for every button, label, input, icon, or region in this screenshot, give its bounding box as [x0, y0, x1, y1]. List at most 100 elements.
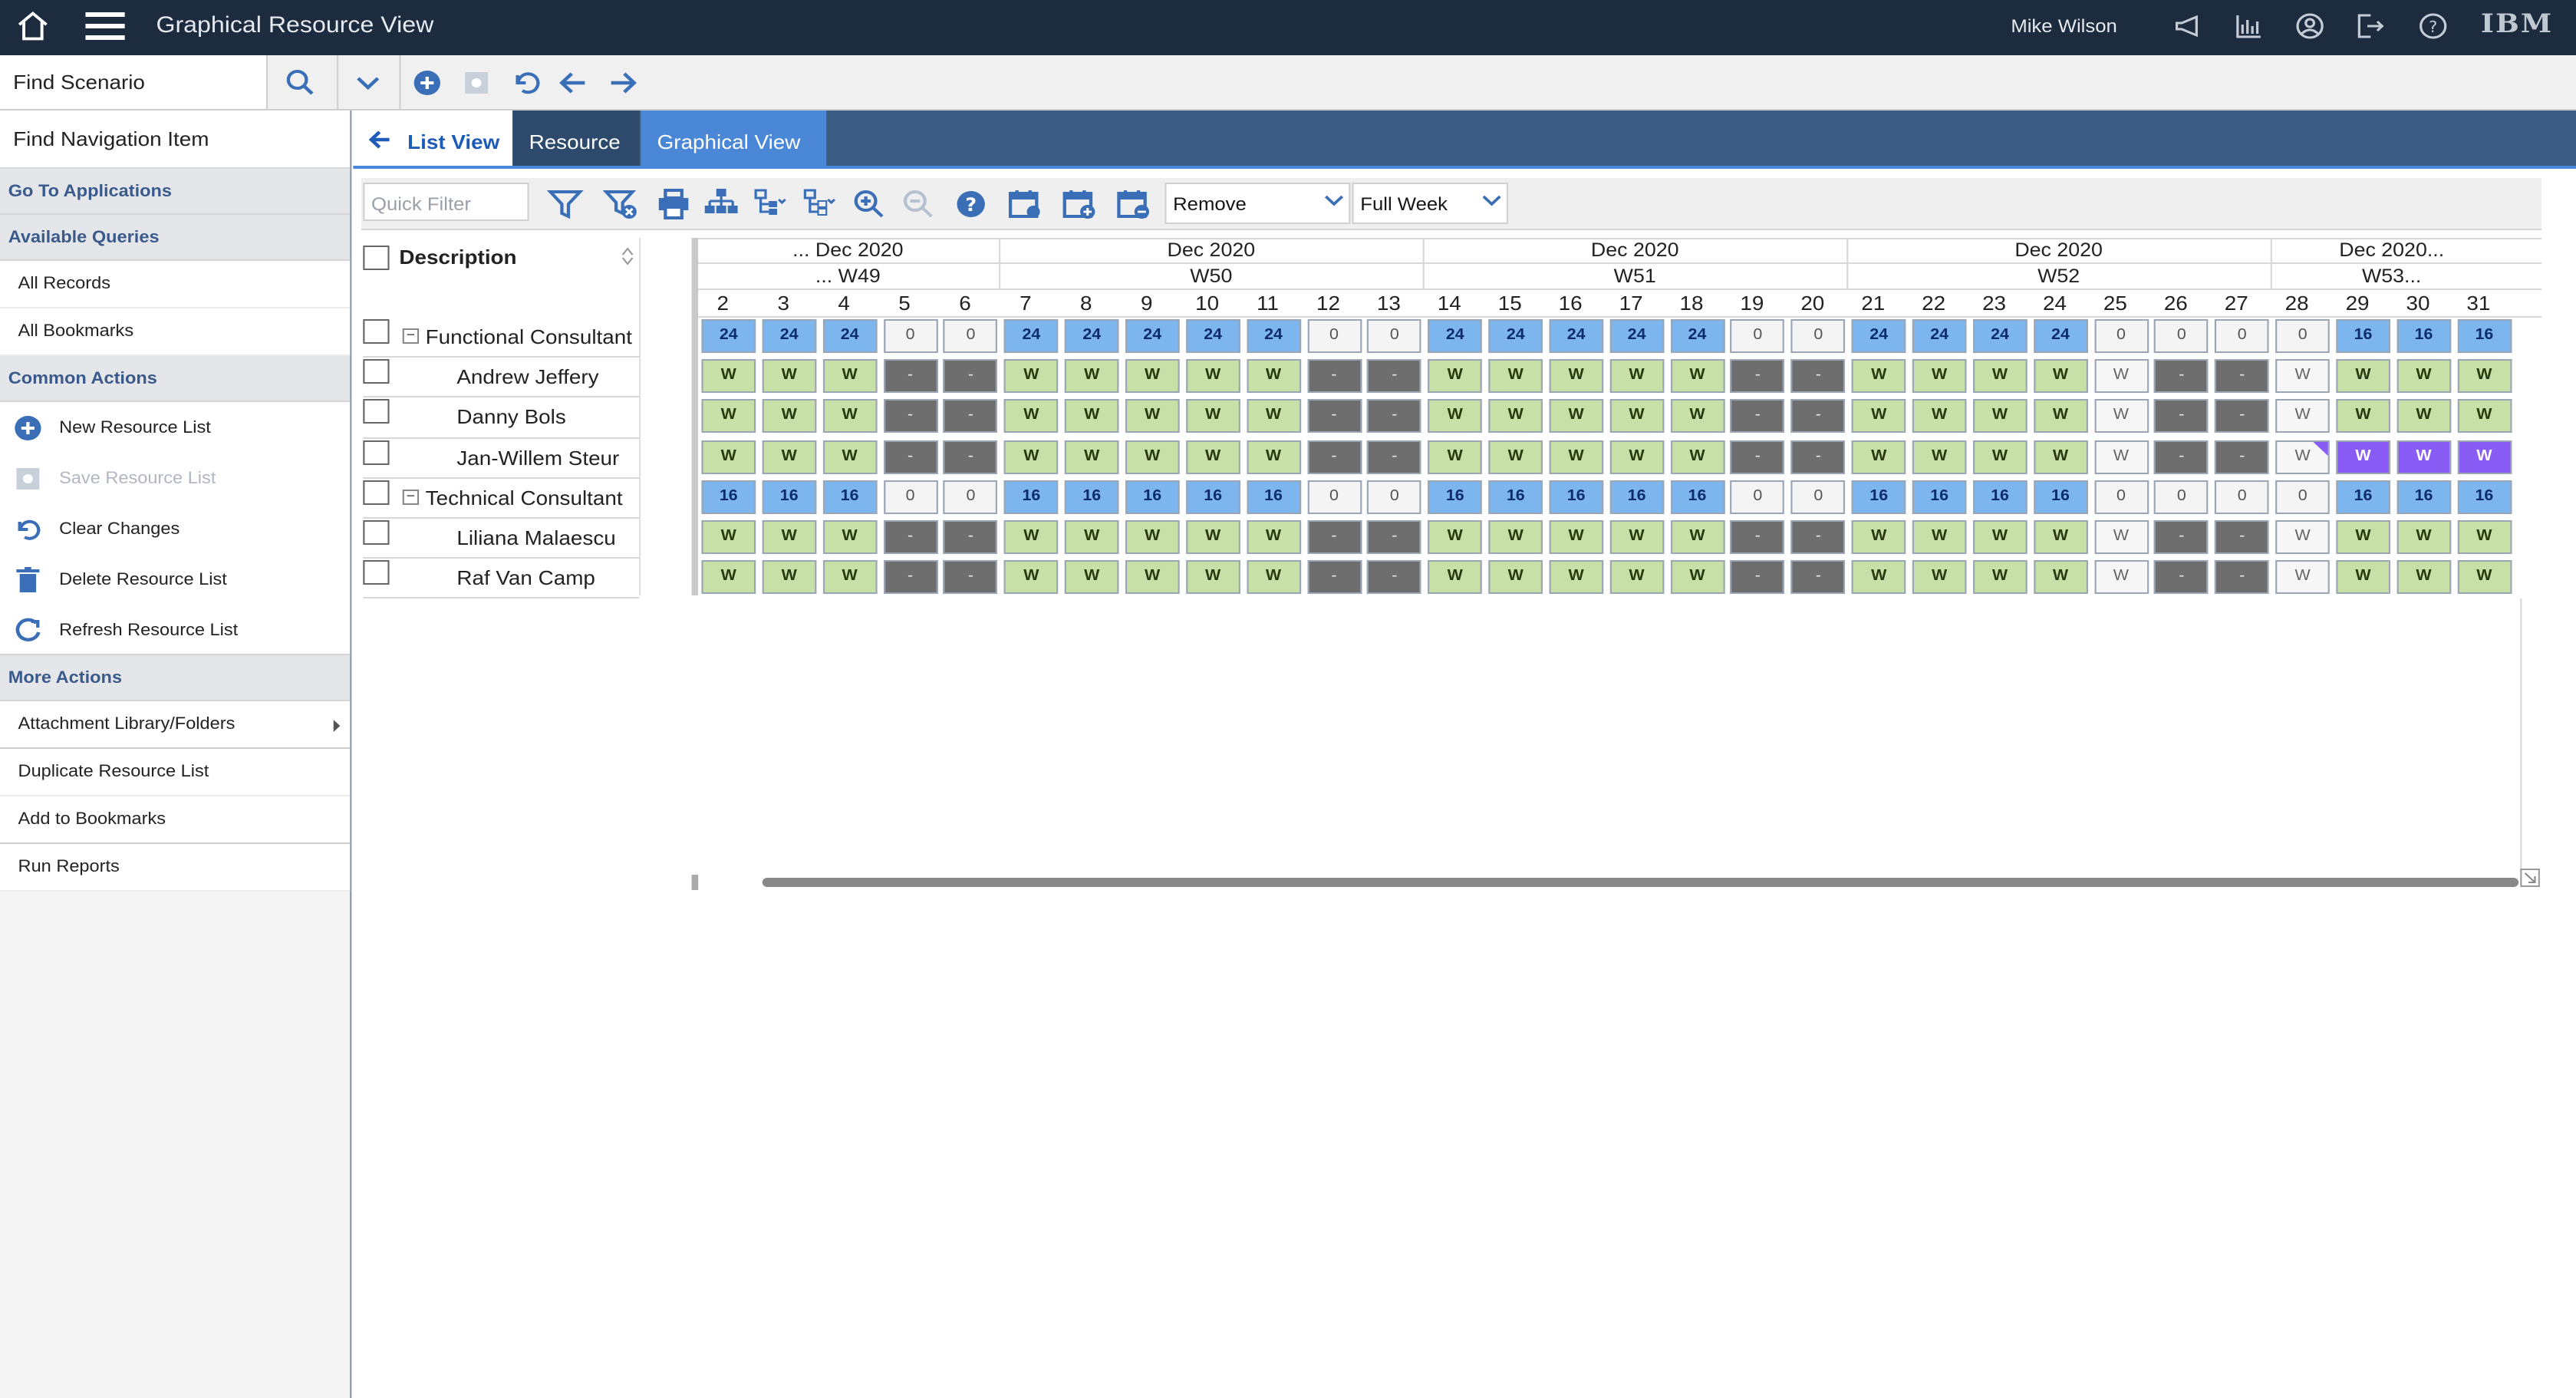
allocation-cell[interactable]: W [1125, 560, 1180, 595]
allocation-cell[interactable]: - [883, 399, 937, 434]
allocation-cell[interactable]: W [1428, 520, 1483, 554]
go-to-applications-section[interactable]: Go To Applications [0, 169, 351, 215]
allocation-cell[interactable]: - [2215, 359, 2270, 394]
print-icon[interactable] [655, 187, 691, 221]
summary-cell[interactable]: 24 [1851, 319, 1906, 353]
allocation-cell[interactable]: W [762, 359, 817, 394]
allocation-cell[interactable]: W [822, 359, 877, 394]
allocation-cell[interactable]: W [2457, 359, 2512, 394]
zoom-in-icon[interactable] [851, 187, 887, 221]
allocation-cell[interactable]: W [1609, 560, 1664, 595]
summary-cell[interactable]: 16 [1549, 480, 1603, 514]
summary-cell[interactable]: 16 [762, 480, 817, 514]
allocation-cell[interactable]: W [1246, 399, 1301, 434]
summary-cell[interactable]: 16 [1428, 480, 1483, 514]
menu-icon[interactable] [85, 11, 125, 41]
allocation-cell[interactable]: W [1488, 399, 1543, 434]
allocation-cell[interactable]: - [2154, 399, 2209, 434]
allocation-cell[interactable]: W [1125, 399, 1180, 434]
allocation-cell[interactable]: W [1185, 399, 1240, 434]
clear-filter-icon[interactable] [602, 187, 639, 221]
summary-cell[interactable]: 0 [944, 480, 998, 514]
allocation-cell[interactable]: - [1731, 520, 1785, 554]
allocation-cell[interactable]: W [1246, 440, 1301, 474]
allocation-cell[interactable]: W [2093, 560, 2149, 595]
allocation-cell[interactable]: W [1185, 520, 1240, 554]
allocation-cell[interactable]: W [2336, 440, 2390, 474]
allocation-cell[interactable]: W [701, 440, 756, 474]
allocation-cell[interactable]: W [1246, 520, 1301, 554]
allocation-cell[interactable]: W [1549, 399, 1603, 434]
allocation-cell[interactable]: W [2033, 359, 2088, 394]
allocation-cell[interactable]: W [2093, 440, 2149, 474]
allocation-cell[interactable]: W [1004, 359, 1059, 394]
allocation-cell[interactable]: W [1972, 560, 2028, 595]
allocation-cell[interactable]: W [2396, 399, 2451, 434]
allocation-cell[interactable]: W [1851, 399, 1906, 434]
allocation-cell[interactable]: W [1549, 440, 1603, 474]
allocation-cell[interactable]: W [1609, 440, 1664, 474]
summary-cell[interactable]: 24 [822, 319, 877, 353]
summary-cell[interactable]: 16 [1851, 480, 1906, 514]
summary-cell[interactable]: 16 [1488, 480, 1543, 514]
attachment-library-item[interactable]: Attachment Library/Folders [0, 701, 351, 749]
summary-cell[interactable]: 24 [1609, 319, 1664, 353]
allocation-cell[interactable]: W [2336, 359, 2390, 394]
calendar-settings-icon[interactable] [1007, 187, 1043, 221]
user-name[interactable]: Mike Wilson [2011, 15, 2117, 37]
allocation-cell[interactable]: W [1488, 359, 1543, 394]
help-icon[interactable]: ? [2416, 11, 2449, 41]
allocation-cell[interactable]: W [1428, 399, 1483, 434]
allocation-cell[interactable]: W [1064, 440, 1119, 474]
collapse-toggle-icon[interactable]: − [402, 328, 420, 344]
row-checkbox[interactable] [363, 319, 390, 344]
summary-cell[interactable]: 16 [1912, 480, 1967, 514]
resource-row-label[interactable]: Jan-Willem Steur [456, 446, 620, 470]
allocation-cell[interactable]: W [2396, 359, 2451, 394]
summary-cell[interactable]: 24 [1549, 319, 1603, 353]
allocation-cell[interactable]: W [1972, 520, 2028, 554]
find-navigation-input[interactable]: Find Navigation Item [0, 110, 351, 169]
tab-resource[interactable]: Resource [512, 110, 640, 169]
summary-cell[interactable]: 0 [2093, 319, 2149, 353]
allocation-cell[interactable]: W [1972, 440, 2028, 474]
summary-cell[interactable]: 16 [1004, 480, 1059, 514]
allocation-cell[interactable]: W [2396, 440, 2451, 474]
allocation-cell[interactable]: W [1488, 560, 1543, 595]
allocation-cell[interactable]: W [1912, 359, 1967, 394]
allocation-cell[interactable]: W [2336, 399, 2390, 434]
summary-cell[interactable]: 0 [2093, 480, 2149, 514]
search-icon[interactable] [282, 66, 318, 100]
allocation-cell[interactable]: W [2457, 399, 2512, 434]
chart-icon[interactable] [2232, 11, 2265, 41]
allocation-cell[interactable]: W [1549, 359, 1603, 394]
summary-cell[interactable]: 0 [1731, 319, 1785, 353]
allocation-cell[interactable]: W [1851, 440, 1906, 474]
summary-cell[interactable]: 0 [1790, 319, 1846, 353]
allocation-cell[interactable]: W [1064, 399, 1119, 434]
undo-icon[interactable] [508, 66, 544, 100]
allocation-cell[interactable]: W [701, 399, 756, 434]
summary-cell[interactable]: 16 [2457, 480, 2512, 514]
allocation-cell[interactable]: W [2336, 560, 2390, 595]
summary-cell[interactable]: 24 [1972, 319, 2028, 353]
allocation-cell[interactable]: W [1064, 359, 1119, 394]
allocation-cell[interactable]: W [2275, 520, 2330, 554]
filter-icon[interactable] [547, 187, 584, 221]
summary-cell[interactable]: 0 [1367, 319, 1422, 353]
summary-cell[interactable]: 16 [2336, 480, 2390, 514]
action-select[interactable]: Remove [1164, 183, 1351, 224]
allocation-cell[interactable]: W [1549, 560, 1603, 595]
summary-cell[interactable]: 24 [762, 319, 817, 353]
sort-icon[interactable] [621, 247, 634, 265]
allocation-cell[interactable]: W [1670, 359, 1724, 394]
allocation-cell[interactable]: W [1125, 359, 1180, 394]
row-checkbox[interactable] [363, 440, 390, 465]
summary-cell[interactable]: 0 [2154, 480, 2209, 514]
allocation-cell[interactable]: W [1609, 399, 1664, 434]
tab-graphical-view[interactable]: Graphical View [641, 110, 827, 169]
allocation-cell[interactable]: W [822, 399, 877, 434]
allocation-cell[interactable]: W [2336, 520, 2390, 554]
summary-cell[interactable]: 16 [1125, 480, 1180, 514]
allocation-cell[interactable]: - [1790, 399, 1846, 434]
